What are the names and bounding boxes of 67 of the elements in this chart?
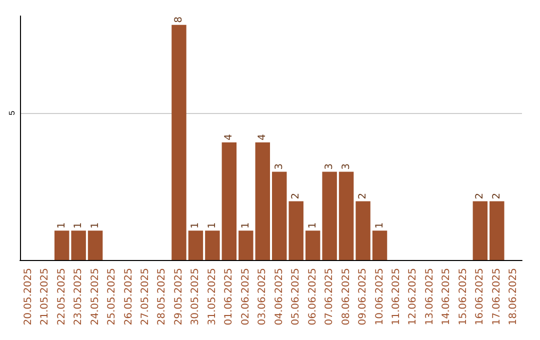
x-tick-label: 02.06.2025 <box>240 268 252 326</box>
x-tick-label: 17.06.2025 <box>491 268 502 326</box>
x-tick-label: 22.05.2025 <box>56 268 68 326</box>
data-label: 1 <box>206 222 218 229</box>
bar <box>71 230 86 260</box>
x-tick-label: 12.06.2025 <box>408 268 419 326</box>
data-label: 1 <box>240 222 252 229</box>
x-tick-label: 27.05.2025 <box>140 268 151 326</box>
data-label: 1 <box>374 222 386 229</box>
x-tick-label: 01.06.2025 <box>224 268 235 326</box>
x-tick-label: 24.05.2025 <box>90 268 101 326</box>
data-label: 3 <box>340 163 352 170</box>
data-label: 4 <box>224 134 235 140</box>
x-tick-label: 06.06.2025 <box>307 268 318 326</box>
x-tick-label: 10.06.2025 <box>374 268 386 326</box>
x-tick-label: 14.06.2025 <box>441 268 452 326</box>
data-label: 2 <box>290 192 302 200</box>
bar <box>255 142 270 260</box>
data-label: 1 <box>56 222 68 229</box>
x-tick-label: 13.06.2025 <box>424 268 436 326</box>
data-label: 2 <box>491 192 502 200</box>
data-label: 1 <box>307 222 318 229</box>
x-tick-label: 30.05.2025 <box>190 268 202 326</box>
bar <box>238 230 254 260</box>
y-tick-label: 5 <box>8 110 16 116</box>
x-tick-label: 05.06.2025 <box>290 268 302 326</box>
bar <box>205 230 220 260</box>
data-label: 2 <box>358 192 369 200</box>
bar <box>188 230 204 260</box>
x-tick-label: 16.06.2025 <box>474 268 486 326</box>
data-label: 3 <box>274 163 285 170</box>
x-tick-label: 21.05.2025 <box>40 268 51 326</box>
bar <box>172 24 186 260</box>
x-tick-label: 28.05.2025 <box>156 268 168 326</box>
data-label: 1 <box>190 222 202 229</box>
bar <box>356 201 370 260</box>
x-tick-label: 29.05.2025 <box>173 268 184 326</box>
x-tick-label: 03.06.2025 <box>257 268 268 326</box>
x-tick-label: 18.06.2025 <box>508 268 520 326</box>
bar <box>372 230 388 260</box>
x-tick-label: 25.05.2025 <box>106 268 118 326</box>
x-tick-label: 08.06.2025 <box>340 268 352 326</box>
data-label: 2 <box>474 192 486 200</box>
x-tick-label: 20.05.2025 <box>22 268 34 326</box>
data-label: 3 <box>324 163 336 170</box>
data-label: 1 <box>90 222 101 229</box>
bar <box>322 172 337 260</box>
data-label: 1 <box>73 222 84 229</box>
bar <box>338 172 354 260</box>
x-tick-label: 23.05.2025 <box>73 268 84 326</box>
bar <box>54 230 70 260</box>
data-label: 8 <box>173 16 184 23</box>
x-tick-label: 09.06.2025 <box>358 268 369 326</box>
x-tick-label: 11.06.2025 <box>391 268 402 326</box>
x-tick-label: 15.06.2025 <box>458 268 469 326</box>
x-tick-label: 07.06.2025 <box>324 268 336 326</box>
bar <box>288 201 304 260</box>
bar <box>88 230 103 260</box>
x-tick-label: 26.05.2025 <box>123 268 134 326</box>
x-tick-label: 31.05.2025 <box>206 268 218 326</box>
bar <box>305 230 320 260</box>
bar <box>222 142 237 260</box>
bar <box>490 201 504 260</box>
data-label: 4 <box>257 134 268 140</box>
bar <box>272 172 287 260</box>
bar <box>472 201 488 260</box>
x-tick-label: 04.06.2025 <box>274 268 285 326</box>
